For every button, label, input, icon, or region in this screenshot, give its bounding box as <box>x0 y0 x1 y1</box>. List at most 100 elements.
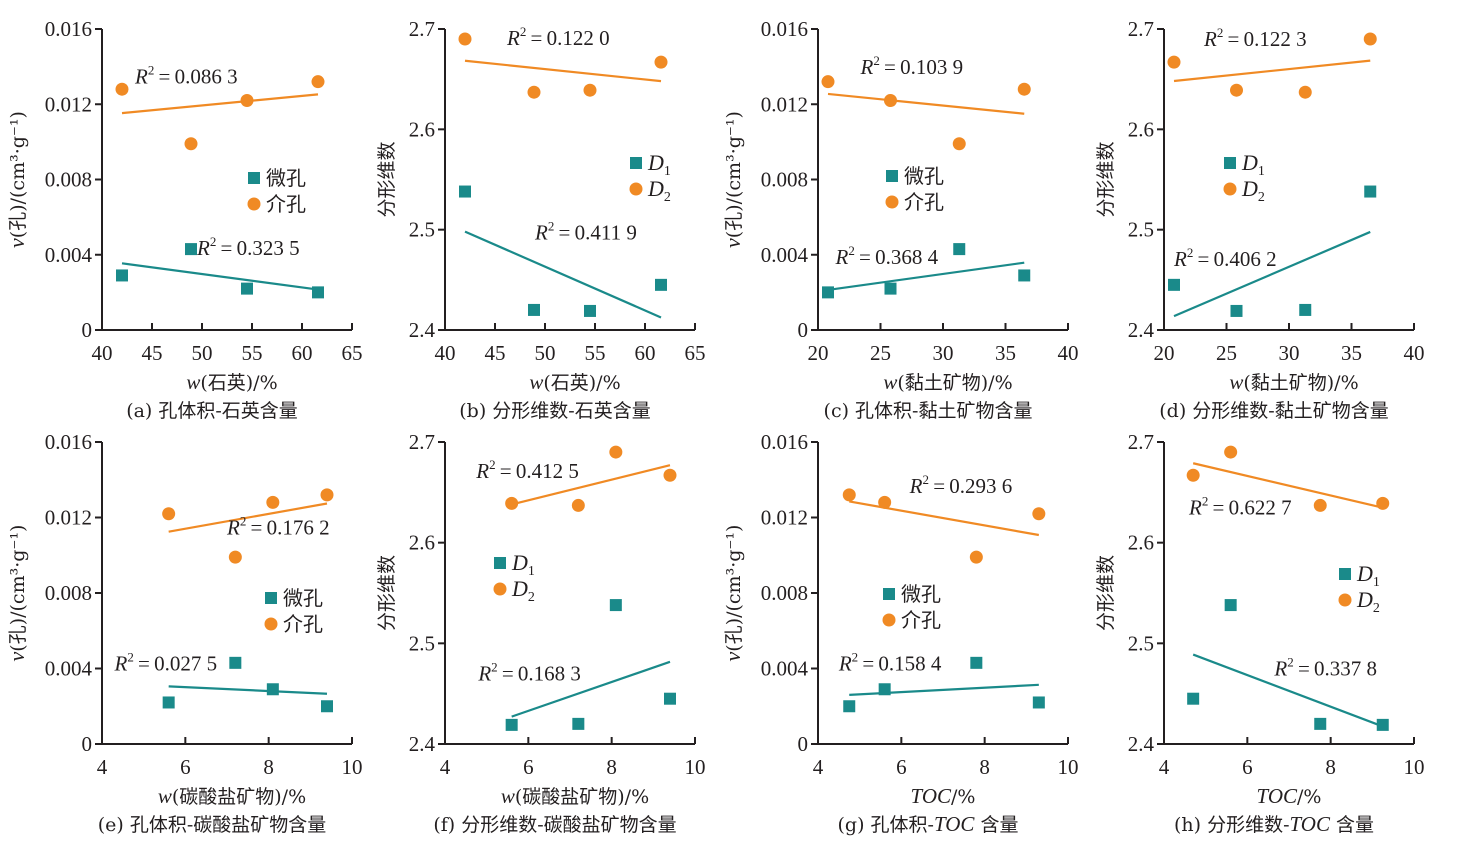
data-point <box>970 656 983 669</box>
data-point <box>843 700 856 713</box>
series-1: R2 = 0.168 3 <box>477 599 676 731</box>
y-tick-label: 2.4 <box>409 732 436 756</box>
data-point <box>969 550 983 564</box>
data-point <box>1363 32 1377 46</box>
subplot-caption: (h) 分形维数-TOC 含量 <box>1174 812 1374 836</box>
subplot-caption: (g) 孔体积-TOC 含量 <box>838 812 1019 836</box>
r-squared-label: R2 = 0.176 2 <box>226 513 330 539</box>
x-tick-label: 40 <box>1058 341 1079 365</box>
legend-item: 微孔 <box>883 582 941 606</box>
r-squared-label: R2 = 0.412 5 <box>475 457 579 483</box>
chart-f: 2.4 2.5 2.6 2.7 4 6 8 10 分形维数 w(碳酸盐矿物)/% (f) 分形维数-… <box>376 430 706 836</box>
series-1: R2 = 0.323 5 <box>116 234 324 299</box>
legend-marker-square <box>248 172 260 184</box>
legend-marker-circle <box>885 195 899 209</box>
trend-line <box>511 464 671 506</box>
y-axis-title: v(孔)/(cm³·g⁻¹) <box>720 111 745 248</box>
data-point <box>184 137 198 151</box>
legend-marker-square <box>494 557 506 569</box>
data-point <box>505 718 518 731</box>
series-1: R2 = 0.337 8 <box>1187 599 1389 731</box>
legend-marker-circle <box>882 613 896 627</box>
data-point <box>1167 55 1181 69</box>
data-point <box>241 282 253 295</box>
series-2: R2 = 0.622 7 <box>1186 445 1390 519</box>
y-tick-label: 0.016 <box>45 17 92 41</box>
y-tick-label: 0.004 <box>45 657 93 681</box>
y-tick-label: 2.6 <box>1128 531 1154 555</box>
axis-frame <box>1163 29 1414 331</box>
data-point <box>1168 278 1180 291</box>
x-tick-label: 35 <box>995 341 1016 365</box>
x-tick-label: 60 <box>292 341 313 365</box>
series-2: R2 = 0.293 6 <box>842 472 1046 564</box>
data-point <box>1018 269 1031 282</box>
x-axis-title: w(石英)/% <box>529 370 620 394</box>
series-1: R2 = 0.027 5 <box>114 649 333 713</box>
legend-item: 介孔 <box>882 608 941 632</box>
data-point <box>1017 82 1031 96</box>
r-squared-label: R2 = 0.368 4 <box>835 243 939 269</box>
x-tick-label: 4 <box>813 755 824 779</box>
subplot-caption: (e) 孔体积-碳酸盐矿物含量 <box>98 814 327 836</box>
chart-h: 2.4 2.5 2.6 2.7 4 6 8 10 分形维数 TOC/% (h) 分形维数-TOC 含… <box>1095 430 1425 836</box>
data-point <box>505 496 519 510</box>
y-tick-label: 0 <box>798 318 809 342</box>
legend-label: 介孔 <box>901 608 941 632</box>
series-1: R2 = 0.368 4 <box>822 243 1031 299</box>
x-tick-label: 40 <box>1404 341 1425 365</box>
x-tick-label: 6 <box>180 755 191 779</box>
y-tick-label: 2.7 <box>409 17 435 41</box>
data-point <box>311 75 325 89</box>
y-tick-label: 0.004 <box>761 243 809 267</box>
legend-marker-circle <box>1223 182 1237 196</box>
data-point <box>609 599 622 612</box>
data-point <box>527 85 541 99</box>
y-tick-label: 2.4 <box>409 318 436 342</box>
data-point <box>459 185 471 198</box>
subplot-caption: (c) 孔体积-黏土矿物含量 <box>824 400 1033 422</box>
x-tick-label: 8 <box>263 755 274 779</box>
legend-label: 介孔 <box>283 612 323 636</box>
x-tick-label: 20 <box>808 341 829 365</box>
legend-marker-square <box>265 592 277 604</box>
legend-label: 微孔 <box>904 164 944 188</box>
data-point <box>116 269 128 282</box>
y-tick-label: 2.7 <box>409 430 435 454</box>
chart-c: 0 0.004 0.008 0.012 0.016 20 25 30 35 40 v(孔)/(cm³… <box>720 17 1079 422</box>
series-2: R2 = 0.412 5 <box>475 445 677 512</box>
legend-marker-circle <box>264 617 278 631</box>
y-tick-label: 2.5 <box>409 631 435 655</box>
legend-label: D2 <box>1356 587 1380 616</box>
legend-item: D1 <box>494 550 535 579</box>
data-point <box>583 83 597 97</box>
axis-frame <box>444 442 695 745</box>
legend-item: D2 <box>493 576 535 605</box>
chart-g: 0 0.004 0.008 0.012 0.016 4 6 8 10 v(孔)/(cm³·g⁻¹)… <box>720 430 1079 836</box>
subplot-caption: (a) 孔体积-石英含量 <box>126 400 298 422</box>
x-tick-label: 40 <box>92 341 113 365</box>
data-point <box>1230 83 1243 97</box>
x-tick-label: 8 <box>606 755 617 779</box>
legend-marker-circle <box>493 582 507 596</box>
trend-line <box>121 93 319 115</box>
x-tick-label: 6 <box>896 755 907 779</box>
series-1: R2 = 0.406 2 <box>1168 185 1377 318</box>
legend-item: 微孔 <box>265 586 323 610</box>
x-tick-label: 55 <box>585 341 606 365</box>
data-point <box>1224 445 1238 459</box>
r-squared-label: R2 = 0.622 7 <box>1188 493 1292 519</box>
series-2: R2 = 0.122 3 <box>1167 25 1377 99</box>
data-point <box>321 700 333 713</box>
data-point <box>162 507 176 521</box>
legend-item: D2 <box>629 176 671 205</box>
y-tick-label: 0.008 <box>45 581 92 605</box>
x-tick-label: 6 <box>523 755 534 779</box>
x-tick-label: 10 <box>685 755 706 779</box>
y-axis-title: 分形维数 <box>376 555 398 631</box>
data-point <box>822 286 834 299</box>
x-axis-title: TOC/% <box>911 784 976 808</box>
